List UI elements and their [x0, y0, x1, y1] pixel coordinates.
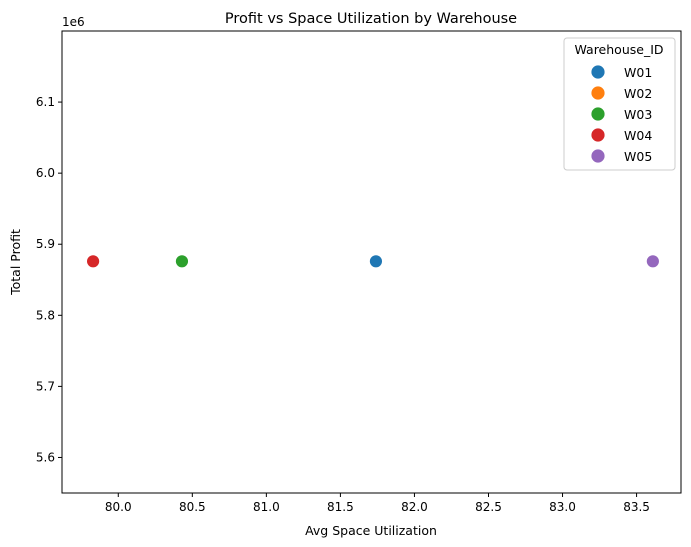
x-axis-label: Avg Space Utilization	[305, 523, 437, 538]
y-axis-label: Total Profit	[8, 229, 23, 296]
legend-label-w05: W05	[624, 149, 652, 164]
x-tick-label: 80.5	[179, 500, 206, 514]
x-tick-label: 82.5	[475, 500, 502, 514]
legend-label-w03: W03	[624, 107, 652, 122]
x-tick-label: 81.5	[327, 500, 354, 514]
y-tick-label: 5.9	[36, 237, 55, 251]
x-tick-label: 82.0	[401, 500, 428, 514]
point-w01	[369, 254, 383, 269]
legend-title: Warehouse_ID	[574, 42, 663, 57]
y-tick-label: 6.0	[36, 166, 55, 180]
x-tick-label: 80.0	[105, 500, 132, 514]
plot-frame	[61, 30, 682, 494]
y-tick-label: 5.7	[36, 379, 55, 393]
x-tick-label: 83.0	[549, 500, 576, 514]
legend-label-w01: W01	[624, 65, 652, 80]
point-w05	[645, 254, 660, 269]
y-offset-text: 1e6	[62, 15, 85, 29]
point-w04	[86, 254, 100, 269]
legend-label-w04: W04	[624, 128, 652, 143]
y-axis-ticks: 5.6 5.7 5.8 5.9 6.0 6.1	[36, 95, 62, 464]
legend-marker-w01	[590, 64, 606, 80]
data-points	[86, 254, 660, 269]
legend-box	[563, 37, 676, 171]
y-tick-label: 5.6	[36, 450, 55, 464]
x-tick-label: 81.0	[253, 500, 280, 514]
legend-label-w02: W02	[624, 86, 652, 101]
x-tick-label: 83.5	[623, 500, 650, 514]
point-w03	[175, 254, 189, 269]
legend-items: W01 W02 W03 W04 W05	[590, 64, 652, 164]
legend-marker-w03	[590, 106, 606, 122]
legend-marker-w04	[590, 127, 606, 143]
chart-title: Profit vs Space Utilization by Warehouse	[225, 11, 517, 27]
y-tick-label: 5.8	[36, 308, 55, 322]
x-axis-ticks: 80.0 80.5 81.0 81.5 82.0 82.5 83.0 83.5	[105, 493, 650, 514]
legend-marker-w05	[590, 148, 606, 164]
legend: Warehouse_ID W01 W02 W03 W04 W05	[563, 37, 676, 171]
legend-marker-w02	[590, 85, 606, 101]
y-tick-label: 6.1	[36, 95, 55, 109]
